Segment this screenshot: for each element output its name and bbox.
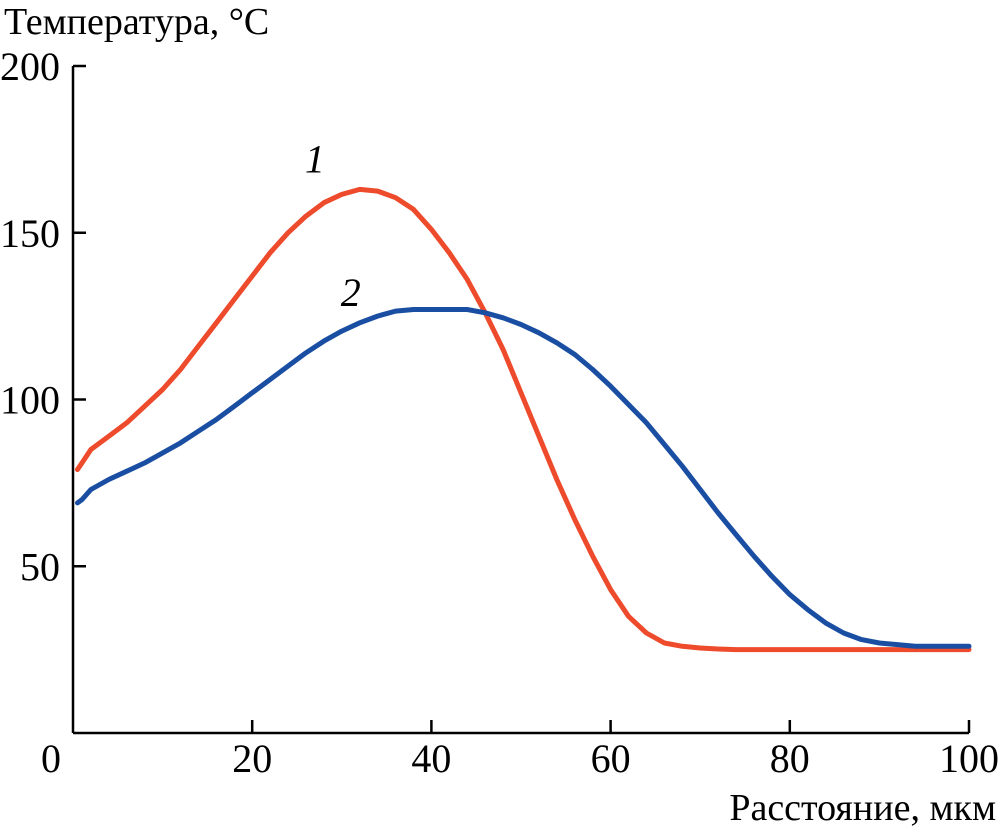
x-tick-label-80: 80 (770, 736, 810, 781)
x-tick-label-0: 0 (41, 736, 61, 781)
x-tick-label-40: 40 (411, 736, 451, 781)
x-tick-label-100: 100 (939, 736, 999, 781)
series-line-2 (75, 307, 972, 649)
y-tick-label-200: 200 (0, 44, 60, 89)
x-tick-label-20: 20 (232, 736, 272, 781)
y-tick-label-50: 50 (20, 544, 60, 589)
ticks: 0 20 40 60 80 100 50 100 150 200 (0, 44, 999, 781)
x-axis-title: Расстояние, мкм (729, 787, 996, 829)
y-tick-label-100: 100 (0, 378, 60, 423)
y-axis-title: Температура, °C (4, 1, 269, 43)
series-group: 12 (75, 137, 972, 653)
series-label-2: 2 (341, 270, 361, 315)
series-line-1 (75, 186, 972, 653)
x-tick-label-60: 60 (591, 736, 631, 781)
series-label-1: 1 (305, 137, 325, 182)
axes (71, 66, 969, 735)
y-tick-label-150: 150 (0, 211, 60, 256)
